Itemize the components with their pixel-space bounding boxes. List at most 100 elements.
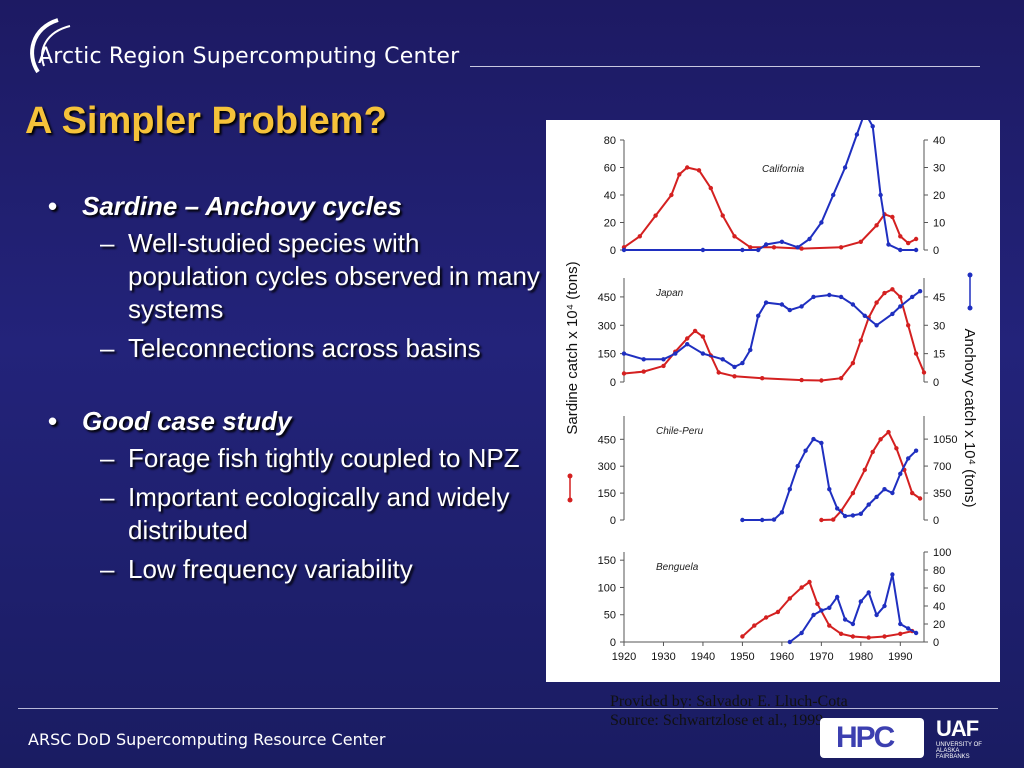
sardine-point: [685, 165, 690, 170]
anchovy-line: [742, 437, 917, 521]
sardine-point: [685, 336, 690, 341]
anchovy-point: [874, 612, 879, 618]
anchovy-point: [917, 289, 923, 294]
anchovy-point: [886, 242, 891, 247]
left-tick-label: 0: [610, 637, 616, 649]
sardine-point: [917, 496, 923, 501]
sardine-point: [700, 334, 706, 339]
anchovy-point: [760, 517, 765, 523]
right-tick-label: 20: [933, 619, 945, 631]
credit-text: Provided by: Salvador E. Lluch-Cota Sour…: [610, 692, 848, 730]
anchovy-point: [850, 513, 856, 518]
bullet-text: Sardine – Anchovy cycles: [82, 191, 402, 221]
chart-panel: 0 20 40 60 80 0 10 20 30 40 California 0 150 300 450 0 1…: [546, 110, 1000, 682]
right-tick-label: 15: [933, 349, 945, 361]
anchovy-point: [673, 351, 678, 356]
header-divider: [470, 66, 980, 67]
left-tick-label: 40: [604, 190, 616, 202]
sardine-point: [653, 213, 658, 218]
right-tick-label: 60: [933, 583, 945, 595]
anchovy-point: [874, 323, 879, 328]
sardine-point: [787, 596, 792, 601]
anchovy-point: [913, 448, 919, 453]
anchovy-point: [882, 487, 887, 492]
anchovy-point: [756, 313, 761, 318]
sardine-point: [760, 376, 765, 381]
anchovy-point: [779, 302, 785, 307]
anchovy-point: [641, 357, 646, 362]
sub-bullet: – Important ecologically and widely distr…: [100, 482, 510, 545]
anchovy-point: [799, 630, 804, 636]
left-tick-label: 300: [598, 461, 616, 473]
sardine-point: [898, 234, 903, 239]
x-tick-label: 1990: [888, 651, 912, 663]
sardine-point: [870, 449, 875, 455]
sardine-point: [621, 371, 627, 376]
anchovy-line: [789, 574, 917, 643]
anchovy-point: [740, 517, 745, 523]
anchovy-point: [838, 294, 844, 300]
left-tick-label: 60: [604, 163, 616, 175]
sardine-line: [623, 166, 917, 250]
sardine-point: [890, 214, 895, 220]
anchovy-point: [866, 502, 871, 507]
anchovy-point: [862, 313, 867, 318]
anchovy-point: [700, 351, 706, 356]
uaf-logo-text: UAF: [936, 716, 979, 741]
sardine-point: [696, 168, 702, 173]
sardine-point: [799, 377, 804, 383]
anchovy-point: [740, 360, 745, 366]
sub-bullet-text: Teleconnections across basins: [128, 333, 481, 363]
anchovy-point: [763, 242, 769, 247]
anchovy-point: [827, 487, 832, 492]
sardine-legend-marker: [567, 473, 573, 479]
sardine-point: [819, 517, 824, 523]
anchovy-point: [890, 572, 895, 577]
anchovy-point: [720, 357, 725, 362]
anchovy-point: [819, 608, 824, 613]
anchovy-point: [913, 247, 919, 253]
sardine-point: [890, 287, 895, 292]
anchovy-point: [799, 304, 804, 309]
hpc-logo-text: HPC: [836, 721, 895, 754]
anchovy-point: [835, 594, 840, 600]
sardine-point: [763, 615, 769, 620]
arc-swoosh-icon: [30, 18, 71, 74]
sardine-point: [882, 634, 887, 639]
anchovy-point: [898, 304, 903, 309]
sardine-point: [677, 172, 682, 177]
left-axis-label: Sardine catch x 10⁴ (tons): [564, 261, 581, 434]
sardine-point: [874, 300, 879, 305]
sub-bullet-text: Well-studied species with population cyc…: [128, 228, 540, 324]
anchovy-point: [850, 621, 856, 627]
footer-text: ARSC DoD Supercomputing Resource Center: [28, 730, 386, 749]
sardine-point: [692, 328, 698, 334]
sardine-point: [906, 240, 911, 246]
left-tick-label: 0: [610, 515, 616, 527]
panel-label: Japan: [655, 288, 684, 299]
right-tick-label: 0: [933, 637, 939, 649]
sardine-point: [858, 338, 863, 343]
sardine-point: [874, 223, 879, 228]
anchovy-legend-marker: [967, 305, 973, 311]
sardine-point: [807, 579, 812, 585]
anchovy-point: [866, 590, 871, 595]
sardine-point: [838, 245, 844, 250]
anchovy-point: [661, 357, 666, 362]
left-tick-label: 20: [604, 218, 616, 230]
anchovy-point: [779, 239, 785, 244]
sub-bullet: – Low frequency variability: [100, 554, 413, 584]
anchovy-point: [756, 247, 761, 253]
x-tick-label: 1930: [651, 651, 675, 663]
anchovy-point: [835, 506, 840, 511]
anchovy-point: [807, 236, 812, 242]
sardine-point: [850, 490, 856, 496]
right-tick-label: 0: [933, 377, 939, 389]
sardine-legend-marker: [567, 497, 573, 503]
sardine-point: [831, 517, 836, 522]
anchovy-point: [700, 247, 706, 253]
sardine-point: [748, 245, 753, 250]
right-tick-label: 80: [933, 565, 945, 577]
sardine-point: [819, 378, 824, 383]
anchovy-point: [842, 165, 848, 170]
